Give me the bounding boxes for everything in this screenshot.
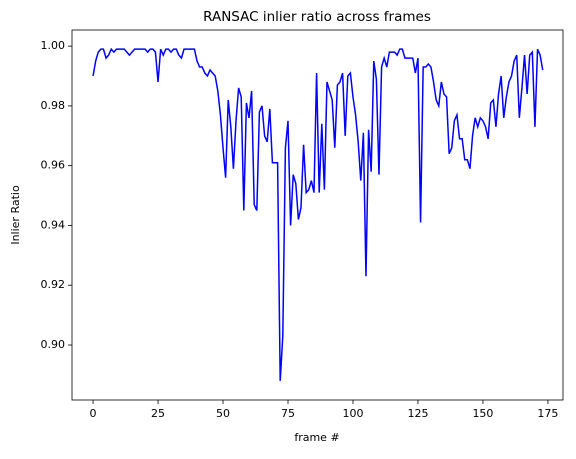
plot-frame [71,29,564,401]
x-tick-label: 25 [151,407,165,420]
x-tick-label: 75 [281,407,295,420]
y-tick-label: 0.92 [41,278,66,291]
y-tick-label: 0.94 [41,218,66,231]
y-tick-label: 0.98 [41,99,66,112]
x-tick-label: 100 [342,407,363,420]
x-tick-label: 175 [537,407,558,420]
x-axis-label: frame # [294,431,339,444]
y-tick-label: 1.00 [41,39,66,52]
y-axis-label: Inlier Ratio [9,185,22,245]
chart-title: RANSAC inlier ratio across frames [203,9,431,25]
x-tick-label: 125 [407,407,428,420]
y-tick-label: 0.96 [41,159,66,172]
x-tick-label: 0 [90,407,97,420]
x-tick-label: 50 [216,407,230,420]
y-tick-label: 0.90 [41,338,66,351]
data-line [92,47,544,381]
x-tick-label: 150 [472,407,493,420]
